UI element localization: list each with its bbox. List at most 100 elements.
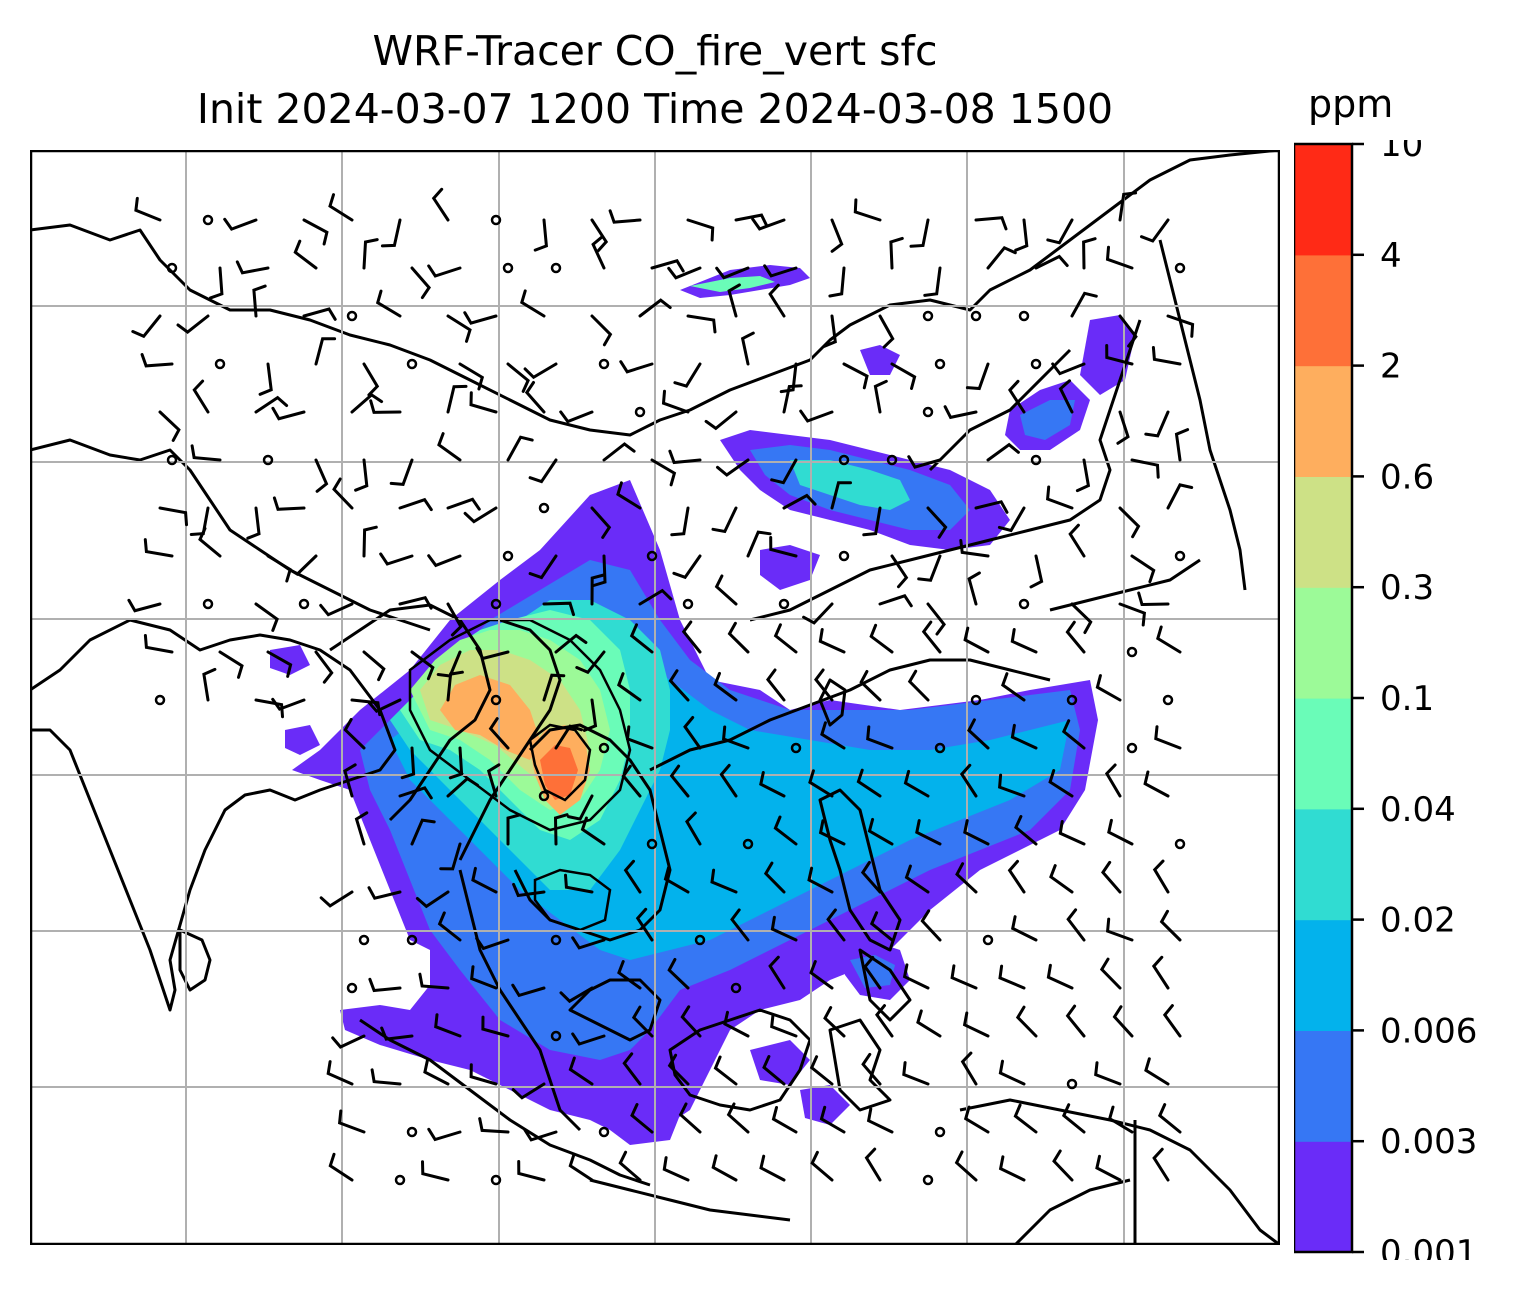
wind-barb <box>523 362 558 380</box>
wind-barb <box>140 353 174 368</box>
wind-barb <box>1144 410 1170 438</box>
colorbar-band <box>1294 1030 1352 1142</box>
wind-barb <box>986 245 1017 270</box>
wind-barb <box>427 1127 462 1142</box>
wind-barb <box>770 458 798 485</box>
wind-barb <box>818 819 846 846</box>
wind-barb <box>1105 245 1134 270</box>
wind-barb <box>779 362 798 394</box>
wind-barb <box>1014 218 1029 252</box>
wind-barb <box>853 198 882 222</box>
calm-marker <box>934 358 946 370</box>
wind-barb <box>1052 1149 1074 1182</box>
wind-barb <box>773 815 798 846</box>
wind-barb <box>668 669 690 702</box>
wind-barb <box>326 1060 354 1086</box>
wind-barb <box>1029 554 1044 589</box>
wind-barb <box>271 406 306 421</box>
wind-barb <box>370 1068 402 1086</box>
wind-barb <box>1058 379 1074 414</box>
wind-barb <box>802 602 834 625</box>
wind-barb <box>568 1152 594 1182</box>
colorbar-band <box>1294 919 1352 1031</box>
wind-barb <box>285 554 318 576</box>
wind-barb <box>176 314 210 334</box>
wind-barb <box>998 964 1026 990</box>
wind-barb <box>475 646 510 661</box>
wind-barb <box>463 311 498 325</box>
calm-marker <box>502 262 514 274</box>
wind-barb <box>446 384 468 414</box>
wind-barb <box>616 672 642 702</box>
calm-marker <box>550 1030 562 1042</box>
wind-barb <box>192 379 210 414</box>
wind-barb <box>190 444 222 462</box>
wind-barb <box>158 410 181 442</box>
wind-barb <box>890 362 917 390</box>
wind-barb <box>875 1004 894 1038</box>
wind-barb <box>1051 362 1086 376</box>
wind-barb <box>867 817 894 846</box>
wind-barb <box>616 481 642 510</box>
wind-barb <box>524 381 546 414</box>
wind-barb <box>1116 410 1130 445</box>
wind-barb <box>960 1051 978 1086</box>
wind-barb <box>559 410 594 424</box>
wind-barb <box>478 1117 510 1134</box>
wind-barb <box>923 266 942 297</box>
wind-barb <box>1152 859 1170 894</box>
wind-barb <box>1166 483 1194 510</box>
wind-barb <box>423 1058 450 1086</box>
wind-barb <box>1118 602 1147 627</box>
wind-barb <box>635 907 654 942</box>
wind-barb <box>1046 485 1074 510</box>
wind-barb <box>608 209 642 224</box>
wind-barb <box>127 598 162 613</box>
colorbar-tick-label: 2 <box>1380 347 1402 387</box>
colorbar-tick-label: 0.04 <box>1380 790 1456 830</box>
wind-barb <box>223 217 258 231</box>
wind-barb <box>907 669 930 702</box>
wind-barb <box>809 960 834 990</box>
wind-barb <box>719 763 738 798</box>
wind-barb <box>740 331 755 366</box>
wind-barb <box>974 500 1009 514</box>
wind-barb <box>622 1052 642 1086</box>
calm-marker <box>1066 694 1078 706</box>
wind-barb <box>638 588 673 606</box>
wind-barb <box>771 1106 798 1134</box>
wind-barb <box>511 1082 546 1100</box>
wind-barb <box>820 721 846 750</box>
wind-barb <box>1137 591 1170 607</box>
wind-barb <box>768 955 786 990</box>
wind-barb <box>818 628 846 654</box>
calm-marker <box>922 310 934 322</box>
wind-barb <box>554 724 583 750</box>
wind-barb <box>967 718 990 750</box>
wind-barb <box>470 965 498 990</box>
calm-marker <box>1030 454 1042 466</box>
wind-barb <box>1049 864 1074 894</box>
wind-barb <box>1046 218 1074 245</box>
calm-marker <box>490 598 502 610</box>
wind-barb <box>506 435 534 462</box>
wind-barb <box>314 337 337 366</box>
wind-barb <box>621 764 642 798</box>
wind-barb <box>685 811 702 846</box>
wind-barb <box>830 481 852 510</box>
wind-barb <box>762 1055 786 1086</box>
wind-barb <box>667 958 690 990</box>
wind-barb <box>998 1059 1026 1086</box>
calm-marker <box>1174 550 1186 562</box>
wind-barb <box>962 1011 990 1038</box>
wind-barb <box>343 717 366 750</box>
wind-barb <box>713 1055 738 1086</box>
wind-barb <box>759 1154 786 1182</box>
wind-barb <box>1046 963 1074 990</box>
wind-barb <box>218 650 244 679</box>
wind-barb <box>427 554 462 568</box>
wind-barb <box>864 1147 882 1182</box>
wind-barb <box>907 455 942 469</box>
wind-barb <box>272 496 306 511</box>
wind-barb <box>369 399 402 414</box>
